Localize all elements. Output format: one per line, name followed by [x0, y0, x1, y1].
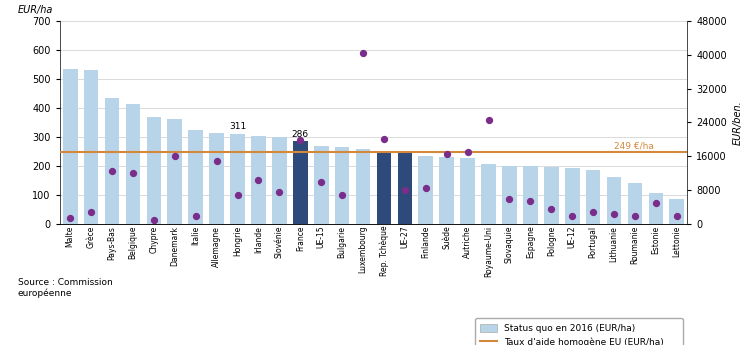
Bar — [230, 134, 245, 224]
Point — [148, 217, 160, 223]
Point — [671, 213, 683, 218]
Bar — [356, 149, 371, 224]
Bar — [251, 136, 266, 224]
Point — [315, 179, 327, 185]
Bar — [335, 147, 350, 224]
Point — [273, 190, 285, 195]
Bar — [460, 158, 475, 224]
Point — [399, 188, 411, 193]
Point — [608, 211, 620, 216]
Bar — [314, 146, 329, 224]
Bar — [105, 98, 120, 224]
Bar — [565, 168, 580, 224]
Bar — [63, 69, 78, 224]
Bar — [607, 177, 622, 224]
Point — [252, 177, 264, 183]
Point — [483, 118, 495, 123]
Point — [85, 209, 97, 214]
Bar — [397, 152, 412, 224]
Bar — [439, 157, 454, 224]
Bar — [669, 199, 684, 224]
Point — [64, 215, 76, 221]
Bar — [418, 156, 433, 224]
Point — [545, 207, 557, 212]
Bar — [523, 166, 538, 224]
Bar — [167, 119, 182, 224]
Point — [190, 213, 202, 218]
Point — [420, 186, 432, 191]
Bar — [648, 193, 663, 224]
Point — [524, 198, 536, 204]
Text: EUR/ha: EUR/ha — [18, 5, 53, 15]
Text: 311: 311 — [229, 122, 247, 131]
Point — [232, 192, 244, 197]
Point — [169, 154, 181, 159]
Bar — [586, 170, 601, 224]
Point — [294, 138, 306, 143]
Bar — [293, 141, 308, 224]
Point — [462, 149, 474, 155]
Legend: Status quo en 2016 (EUR/ha), Taux d'aide homogène EU (EUR/ha), Status quo en 201: Status quo en 2016 (EUR/ha), Taux d'aide… — [475, 318, 683, 345]
Y-axis label: EUR/ben.: EUR/ben. — [733, 100, 743, 145]
Bar — [146, 117, 161, 224]
Bar — [376, 151, 391, 224]
Bar — [209, 133, 224, 224]
Bar — [544, 167, 559, 224]
Bar — [502, 166, 517, 224]
Point — [127, 171, 139, 176]
Point — [566, 213, 578, 218]
Bar — [272, 137, 287, 224]
Text: 286: 286 — [292, 130, 309, 139]
Point — [629, 213, 641, 218]
Point — [378, 137, 390, 142]
Bar — [627, 183, 642, 224]
Point — [211, 158, 223, 164]
Text: 249 €/ha: 249 €/ha — [614, 142, 654, 151]
Point — [503, 196, 515, 201]
Point — [587, 209, 599, 214]
Text: Source : Commission
européenne: Source : Commission européenne — [18, 278, 113, 298]
Bar — [481, 164, 496, 224]
Point — [106, 168, 118, 174]
Point — [357, 50, 369, 55]
Point — [336, 192, 348, 197]
Bar — [188, 130, 203, 224]
Bar — [125, 104, 140, 224]
Point — [441, 151, 453, 157]
Point — [650, 200, 662, 206]
Bar — [84, 70, 99, 224]
